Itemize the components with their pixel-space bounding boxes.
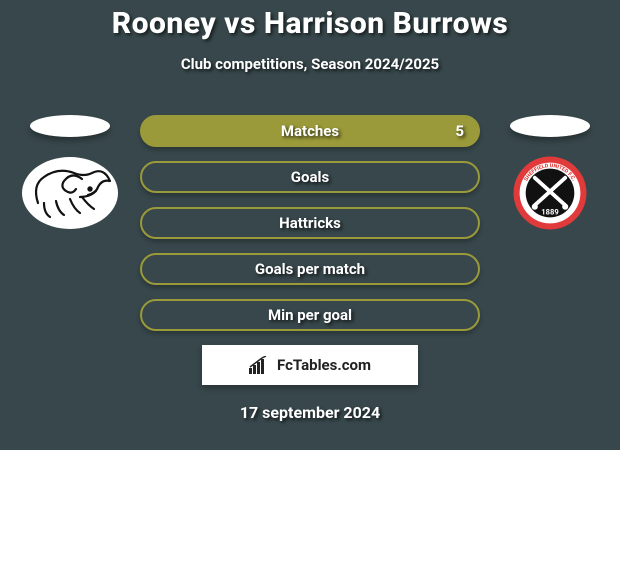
- crest-year: 1889: [541, 207, 558, 216]
- page-title: Rooney vs Harrison Burrows: [0, 6, 620, 41]
- source-banner[interactable]: FcTables.com: [202, 345, 418, 385]
- stat-bar: Goals per match: [140, 253, 480, 285]
- stat-bar: Goals: [140, 161, 480, 193]
- stat-bar-label: Min per goal: [268, 306, 352, 324]
- stat-bar-label: Matches: [281, 122, 339, 140]
- left-team-crest: [20, 155, 120, 231]
- right-player-ring: [510, 115, 590, 137]
- stat-bar-label: Hattricks: [279, 214, 341, 232]
- date-text: 17 september 2024: [0, 403, 620, 422]
- content-row: Matches 5 Goals Hattricks Goals per match Min…: [0, 115, 620, 331]
- stat-bar-label: Goals: [291, 168, 329, 186]
- stat-bar-right-value: 5: [455, 122, 464, 140]
- left-player-ring: [30, 115, 110, 137]
- subtitle: Club competitions, Season 2024/2025: [0, 55, 620, 73]
- stat-bars: Matches 5 Goals Hattricks Goals per match Min…: [140, 115, 480, 331]
- comparison-card: Rooney vs Harrison Burrows Club competit…: [0, 0, 620, 450]
- right-team-crest: 1889 SHEFFIELD UNITED F.C.: [500, 155, 600, 231]
- left-side: [20, 115, 120, 231]
- stat-bar: Matches 5: [140, 115, 480, 147]
- stat-bar: Min per goal: [140, 299, 480, 331]
- banner-chart-icon: [249, 356, 271, 374]
- right-side: 1889 SHEFFIELD UNITED F.C.: [500, 115, 600, 231]
- banner-text: FcTables.com: [277, 356, 371, 374]
- stat-bar: Hattricks: [140, 207, 480, 239]
- stat-bar-label: Goals per match: [255, 260, 365, 278]
